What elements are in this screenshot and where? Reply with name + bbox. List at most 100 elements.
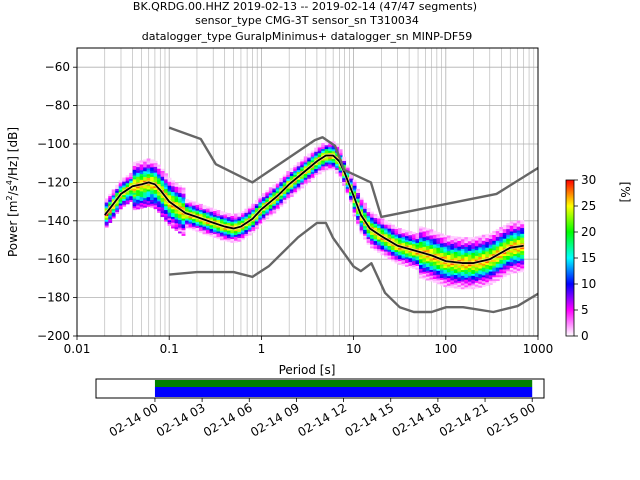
histogram-cell [467,285,472,288]
histogram-cell [415,234,420,238]
histogram-cell [174,201,179,205]
histogram-cell [373,227,378,230]
histogram-cell [296,187,301,190]
histogram-cell [324,164,329,167]
histogram-cell [481,236,486,239]
histogram-cell [499,242,504,245]
histogram-cell [160,207,165,210]
histogram-cell [181,220,186,223]
histogram-cell [394,255,399,258]
histogram-cell [481,280,486,284]
histogram-cell [122,179,127,182]
histogram-cell [492,265,497,268]
histogram-cell [478,250,483,254]
histogram-cell [303,158,308,161]
histogram-cell [272,184,277,187]
histogram-cell [317,149,322,152]
histogram-cell [286,186,291,189]
histogram-cell [178,202,182,205]
histogram-cell [429,275,434,278]
histogram-cell [506,234,511,237]
histogram-cell [146,191,151,194]
histogram-cell [143,184,148,187]
histogram-cell [509,238,514,242]
histogram-cell [178,217,182,220]
histogram-cell [509,271,514,274]
histogram-cell [401,234,406,238]
histogram-cell [324,152,329,155]
histogram-cell [478,279,483,282]
histogram-cell [160,214,165,218]
histogram-cell [254,203,259,207]
histogram-cell [415,246,420,249]
histogram-cell [139,206,144,209]
histogram-cell [516,266,521,269]
histogram-cell [199,215,203,218]
histogram-cell [338,170,343,173]
histogram-cell [408,263,413,266]
histogram-cell [499,276,504,280]
histogram-cell [401,252,406,255]
histogram-cell [513,223,518,226]
histogram-cell [342,177,347,181]
histogram-cell [150,159,155,162]
histogram-cell [513,263,518,266]
nlnm-curve [169,221,539,314]
histogram-cell [167,214,172,217]
histogram-cell [237,214,242,217]
histogram-cell [471,258,476,261]
histogram-cell [153,180,158,183]
histogram-cell [192,201,196,204]
histogram-cell [310,165,315,169]
histogram-cell [418,274,423,277]
histogram-cell [450,262,455,266]
histogram-cell [422,275,427,278]
histogram-cell [506,228,511,231]
histogram-cell [282,195,287,198]
histogram-cell [439,281,444,284]
histogram-cell [488,252,493,255]
histogram-cell [422,256,427,259]
histogram-cell [467,275,472,278]
histogram-cell [485,233,490,237]
histogram-cell [377,248,381,252]
histogram-cell [206,231,210,234]
histogram-cell [279,199,284,202]
histogram-cell [122,196,127,199]
histogram-cell [338,176,343,179]
histogram-cell [282,191,287,195]
histogram-cell [150,199,155,202]
histogram-cell [136,199,141,202]
histogram-cell [488,271,493,274]
availability-data-segment [154,387,533,397]
histogram-cell [132,192,137,195]
histogram-cell [202,230,207,233]
histogram-cell [443,236,448,240]
histogram-cell [453,255,458,258]
histogram-cell [429,246,434,249]
histogram-cell [439,270,444,273]
histogram-cell [387,226,392,229]
histogram-cell [471,256,476,259]
histogram-cell [422,263,427,267]
histogram-cell [237,224,242,227]
histogram-cell [366,217,371,220]
histogram-cell [310,171,315,174]
histogram-cell [520,246,525,250]
histogram-cell [146,170,151,173]
histogram-cell [157,170,162,173]
histogram-cell [373,219,378,222]
histogram-cell [446,250,451,254]
histogram-cell [391,226,395,229]
histogram-cell [265,215,270,218]
x-tick-label: 100 [434,342,457,356]
histogram-cell [495,273,500,276]
histogram-cell [516,234,521,237]
histogram-cell [359,199,364,202]
histogram-cell [167,179,172,182]
histogram-cell [471,240,476,244]
histogram-cell [492,232,497,236]
histogram-cell [502,267,507,270]
histogram-cell [405,241,409,244]
histogram-cell [132,163,137,166]
